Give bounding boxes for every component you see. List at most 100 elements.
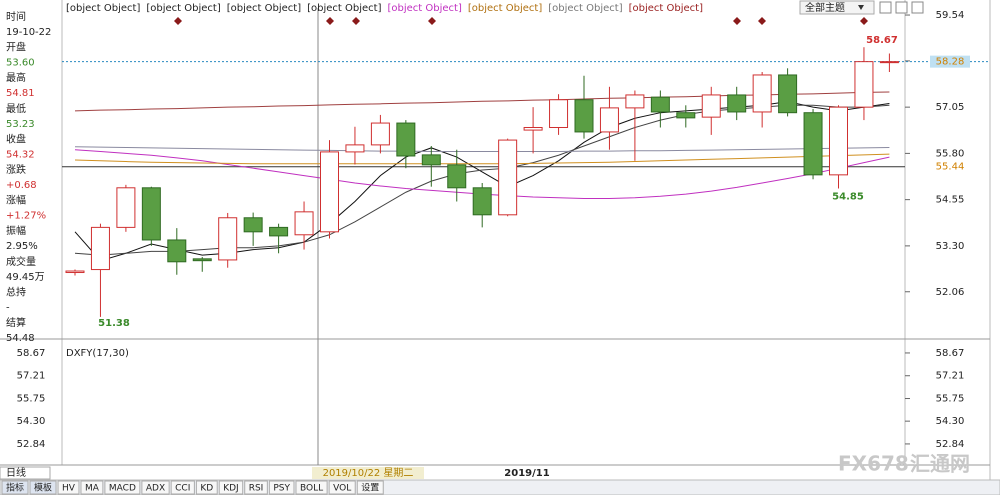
candle-body xyxy=(65,270,85,274)
candle-body xyxy=(396,122,416,157)
header-text: [object Object] xyxy=(629,3,703,14)
tab[interactable] xyxy=(295,480,328,495)
info-value: 54.81 xyxy=(6,88,35,99)
candle-body xyxy=(243,217,263,233)
event-marker[interactable] xyxy=(860,17,868,25)
candle-body xyxy=(447,164,467,189)
indicator-title: DXFY(17,30) xyxy=(66,348,129,359)
candle-body xyxy=(116,187,136,228)
tab[interactable] xyxy=(29,480,57,495)
info-value: 53.23 xyxy=(6,119,35,130)
y-tick-label: 58.67 xyxy=(17,348,46,359)
period-button[interactable] xyxy=(0,466,51,480)
event-marker[interactable] xyxy=(758,17,766,25)
tab[interactable] xyxy=(170,480,195,495)
candle-body xyxy=(854,61,874,108)
event-marker[interactable] xyxy=(352,17,360,25)
period-button-label: 日线 xyxy=(6,466,26,479)
candle-body xyxy=(294,211,314,236)
tab-label: 模板 xyxy=(34,482,52,494)
tab-label: RSI xyxy=(249,484,264,494)
price-annotation: 58.67 xyxy=(866,35,898,46)
event-marker[interactable] xyxy=(733,17,741,25)
tab[interactable] xyxy=(104,480,141,495)
header-text: [object Object] xyxy=(548,3,622,14)
info-label: 涨幅 xyxy=(6,194,26,207)
header-text: [object Object] xyxy=(66,3,140,14)
tab[interactable] xyxy=(195,480,218,495)
watermark: FX678 xyxy=(838,452,909,476)
y-tick-label: 57.21 xyxy=(17,371,46,382)
tab[interactable] xyxy=(244,480,268,495)
tab-label: PSY xyxy=(273,484,290,494)
tab[interactable] xyxy=(1,480,29,495)
y-tick-label: 57.21 xyxy=(936,371,965,382)
info-value: 53.60 xyxy=(6,58,35,69)
tab-label: 设置 xyxy=(361,483,379,494)
info-label: 时间 xyxy=(6,10,26,23)
tab-label: HV xyxy=(62,484,76,494)
last-price-tag xyxy=(930,55,970,68)
y-tick-label: 59.54 xyxy=(936,10,965,21)
tab-label: VOL xyxy=(333,484,351,494)
y-tick-label: 52.84 xyxy=(936,439,965,450)
info-label: 结算 xyxy=(6,316,26,329)
candle-body xyxy=(218,217,238,261)
candle-body xyxy=(370,122,390,146)
y-tick-label: 54.30 xyxy=(17,416,46,427)
candle-body xyxy=(676,112,696,119)
y-tick-label: 55.80 xyxy=(936,148,965,159)
candle-body xyxy=(421,154,441,166)
candle-body xyxy=(574,99,594,133)
event-marker[interactable] xyxy=(174,17,182,25)
info-label: 成交量 xyxy=(6,255,36,268)
y-tick-label: 53.30 xyxy=(936,241,965,252)
candle-body xyxy=(727,94,747,113)
info-value: 49.45万 xyxy=(6,272,45,283)
tab[interactable] xyxy=(141,480,170,495)
tab-label: ADX xyxy=(146,484,165,494)
event-marker[interactable] xyxy=(428,17,436,25)
toolbar-icon[interactable] xyxy=(895,1,908,14)
candle-body xyxy=(192,258,212,262)
tab[interactable] xyxy=(80,480,104,495)
candle-body xyxy=(269,226,289,237)
info-label: 涨跌 xyxy=(6,163,26,176)
tab-label: KDJ xyxy=(223,484,239,494)
candle-body xyxy=(752,74,772,113)
tab[interactable] xyxy=(328,480,356,495)
info-label: 总持 xyxy=(6,285,26,298)
y-tick-label: 58.67 xyxy=(936,348,965,359)
candle-body xyxy=(701,94,721,118)
toolbar-icon[interactable] xyxy=(911,1,924,14)
candle-body xyxy=(879,61,899,64)
tab[interactable] xyxy=(268,480,295,495)
x-label: 2019/11 xyxy=(504,468,549,479)
tab-label: MACD xyxy=(109,484,136,494)
candle-body xyxy=(320,151,339,233)
candle-body xyxy=(549,99,569,128)
info-value: +0.68 xyxy=(6,180,37,191)
header-text: [object Object] xyxy=(388,3,462,14)
y-tick-label: 57.05 xyxy=(936,102,965,113)
info-value: - xyxy=(6,302,10,313)
info-value: 54.48 xyxy=(6,333,35,344)
candle-body xyxy=(90,226,110,271)
info-label: 最高 xyxy=(6,71,26,84)
y-tick-label: 52.84 xyxy=(17,439,46,450)
tab[interactable] xyxy=(218,480,244,495)
info-label: 振幅 xyxy=(6,224,26,237)
event-marker[interactable] xyxy=(326,17,334,25)
tab[interactable] xyxy=(356,480,384,495)
ma-line xyxy=(74,146,890,153)
toolbar-icon[interactable] xyxy=(879,1,892,14)
tab-label: 指标 xyxy=(6,482,24,494)
candle-body xyxy=(345,144,365,153)
theme-menu[interactable] xyxy=(799,0,875,15)
candle-body xyxy=(650,96,670,113)
candle-body xyxy=(778,74,798,114)
y-tick-label: 54.55 xyxy=(936,195,965,206)
candle-body xyxy=(498,139,518,216)
tab[interactable] xyxy=(57,480,80,495)
